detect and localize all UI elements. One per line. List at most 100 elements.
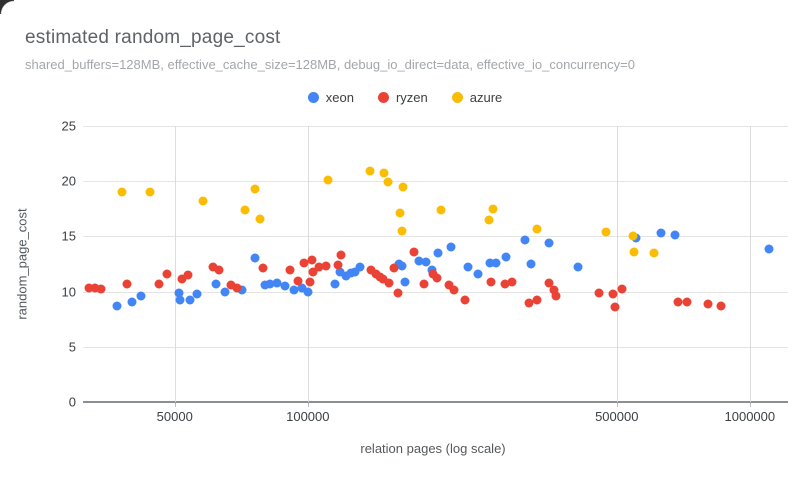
data-point-ryzen[interactable] bbox=[307, 255, 317, 265]
data-point-azure[interactable] bbox=[383, 177, 393, 187]
data-point-xeon[interactable] bbox=[421, 257, 431, 267]
data-point-xeon[interactable] bbox=[289, 285, 299, 295]
data-point-ryzen[interactable] bbox=[432, 273, 442, 283]
data-point-ryzen[interactable] bbox=[384, 278, 394, 288]
data-point-ryzen[interactable] bbox=[507, 277, 517, 287]
data-point-ryzen[interactable] bbox=[366, 265, 376, 275]
data-point-xeon[interactable] bbox=[136, 291, 146, 301]
data-point-xeon[interactable] bbox=[355, 262, 365, 272]
data-point-xeon[interactable] bbox=[350, 267, 360, 277]
data-point-xeon[interactable] bbox=[397, 261, 407, 271]
legend-item-xeon[interactable]: xeon bbox=[307, 90, 354, 105]
data-point-azure[interactable] bbox=[601, 227, 611, 237]
data-point-azure[interactable] bbox=[436, 205, 446, 215]
data-point-xeon[interactable] bbox=[446, 242, 456, 252]
data-point-xeon[interactable] bbox=[433, 248, 443, 258]
data-point-ryzen[interactable] bbox=[617, 284, 627, 294]
data-point-xeon[interactable] bbox=[127, 297, 137, 307]
data-point-xeon[interactable] bbox=[112, 301, 122, 311]
data-point-ryzen[interactable] bbox=[444, 280, 454, 290]
data-point-xeon[interactable] bbox=[463, 262, 473, 272]
data-point-xeon[interactable] bbox=[670, 230, 680, 240]
data-point-azure[interactable] bbox=[117, 187, 127, 197]
data-point-ryzen[interactable] bbox=[333, 260, 343, 270]
data-point-xeon[interactable] bbox=[764, 244, 774, 254]
data-point-ryzen[interactable] bbox=[299, 258, 309, 268]
data-point-ryzen[interactable] bbox=[703, 299, 713, 309]
data-point-ryzen[interactable] bbox=[449, 285, 459, 295]
data-point-xeon[interactable] bbox=[573, 262, 583, 272]
legend-item-azure[interactable]: azure bbox=[451, 90, 502, 105]
data-point-ryzen[interactable] bbox=[378, 274, 388, 284]
data-point-ryzen[interactable] bbox=[208, 262, 218, 272]
data-point-xeon[interactable] bbox=[192, 289, 202, 299]
data-point-xeon[interactable] bbox=[485, 258, 495, 268]
data-point-xeon[interactable] bbox=[260, 280, 270, 290]
data-point-azure[interactable] bbox=[240, 205, 250, 215]
data-point-xeon[interactable] bbox=[346, 268, 356, 278]
data-point-xeon[interactable] bbox=[656, 228, 666, 238]
data-point-azure[interactable] bbox=[397, 226, 407, 236]
data-point-ryzen[interactable] bbox=[258, 263, 268, 273]
data-point-ryzen[interactable] bbox=[90, 283, 100, 293]
data-point-azure[interactable] bbox=[379, 168, 389, 178]
data-point-ryzen[interactable] bbox=[84, 283, 94, 293]
data-point-ryzen[interactable] bbox=[460, 295, 470, 305]
data-point-xeon[interactable] bbox=[185, 295, 195, 305]
data-point-ryzen[interactable] bbox=[682, 297, 692, 307]
data-point-ryzen[interactable] bbox=[305, 277, 315, 287]
data-point-xeon[interactable] bbox=[297, 283, 307, 293]
data-point-azure[interactable] bbox=[255, 214, 265, 224]
data-point-xeon[interactable] bbox=[303, 287, 313, 297]
data-point-xeon[interactable] bbox=[330, 279, 340, 289]
data-point-ryzen[interactable] bbox=[122, 279, 132, 289]
data-point-xeon[interactable] bbox=[272, 278, 282, 288]
data-point-ryzen[interactable] bbox=[393, 288, 403, 298]
data-point-ryzen[interactable] bbox=[544, 278, 554, 288]
data-point-xeon[interactable] bbox=[335, 267, 345, 277]
data-point-xeon[interactable] bbox=[526, 259, 535, 269]
data-point-xeon[interactable] bbox=[414, 256, 423, 266]
data-point-ryzen[interactable] bbox=[549, 285, 559, 295]
data-point-ryzen[interactable] bbox=[594, 288, 604, 298]
data-point-ryzen[interactable] bbox=[500, 279, 510, 289]
data-point-azure[interactable] bbox=[484, 215, 494, 225]
data-point-ryzen[interactable] bbox=[673, 297, 683, 307]
data-point-ryzen[interactable] bbox=[232, 283, 242, 293]
data-point-ryzen[interactable] bbox=[608, 289, 618, 299]
data-point-xeon[interactable] bbox=[473, 269, 483, 279]
data-point-ryzen[interactable] bbox=[389, 263, 399, 273]
data-point-ryzen[interactable] bbox=[336, 250, 346, 260]
data-point-xeon[interactable] bbox=[237, 285, 247, 295]
data-point-ryzen[interactable] bbox=[532, 295, 542, 305]
data-point-ryzen[interactable] bbox=[419, 279, 429, 289]
data-point-azure[interactable] bbox=[649, 248, 659, 258]
data-point-azure[interactable] bbox=[198, 196, 208, 206]
data-point-xeon[interactable] bbox=[250, 253, 260, 263]
data-point-xeon[interactable] bbox=[265, 279, 275, 289]
data-point-azure[interactable] bbox=[628, 231, 638, 241]
data-point-ryzen[interactable] bbox=[409, 247, 419, 257]
data-point-ryzen[interactable] bbox=[226, 280, 236, 290]
data-point-ryzen[interactable] bbox=[214, 265, 224, 275]
data-point-azure[interactable] bbox=[323, 175, 333, 185]
data-point-ryzen[interactable] bbox=[183, 270, 193, 280]
data-point-xeon[interactable] bbox=[341, 271, 351, 281]
data-point-ryzen[interactable] bbox=[285, 265, 295, 275]
data-point-azure[interactable] bbox=[145, 187, 155, 197]
data-point-ryzen[interactable] bbox=[177, 274, 187, 284]
data-point-ryzen[interactable] bbox=[293, 276, 303, 286]
data-point-azure[interactable] bbox=[629, 247, 639, 257]
data-point-ryzen[interactable] bbox=[96, 284, 106, 294]
data-point-ryzen[interactable] bbox=[314, 262, 324, 272]
data-point-ryzen[interactable] bbox=[551, 291, 561, 301]
data-point-azure[interactable] bbox=[395, 208, 405, 218]
data-point-azure[interactable] bbox=[365, 166, 375, 176]
data-point-ryzen[interactable] bbox=[308, 267, 318, 277]
data-point-azure[interactable] bbox=[398, 182, 408, 192]
data-point-xeon[interactable] bbox=[400, 277, 410, 287]
data-point-ryzen[interactable] bbox=[524, 298, 534, 308]
legend-item-ryzen[interactable]: ryzen bbox=[377, 90, 428, 105]
data-point-ryzen[interactable] bbox=[321, 261, 331, 271]
data-point-xeon[interactable] bbox=[175, 295, 185, 305]
